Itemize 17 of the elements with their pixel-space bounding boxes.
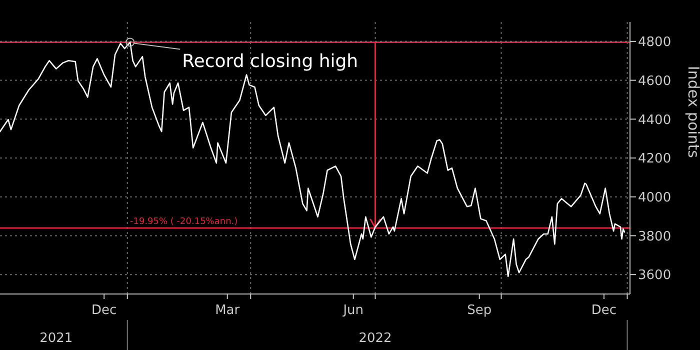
x-tick-label: Dec [591,303,617,318]
y-tick-label: 4000 [638,190,672,206]
annotation: Record closing high [182,51,358,72]
y-tick-label: 3600 [638,268,672,284]
y-tick-label: 4400 [638,112,672,128]
ref-line-label: -19.95% ( -20.15%ann.) [130,216,238,227]
y-tick-label: 4200 [638,152,672,167]
x2-tick-label: 2022 [358,331,392,346]
y-tick-label: 4800 [638,35,672,50]
x-tick-label: Mar [215,303,240,318]
x-tick-label: Jun [342,303,364,318]
y-tick-label: 3800 [638,229,672,244]
x-tick-label: Sep [467,303,492,318]
y-axis-title: Index points [684,66,700,158]
x-tick-label: Dec [92,303,117,318]
x2-tick-label: 2021 [40,331,73,346]
y-tick-label: 4600 [638,74,672,89]
